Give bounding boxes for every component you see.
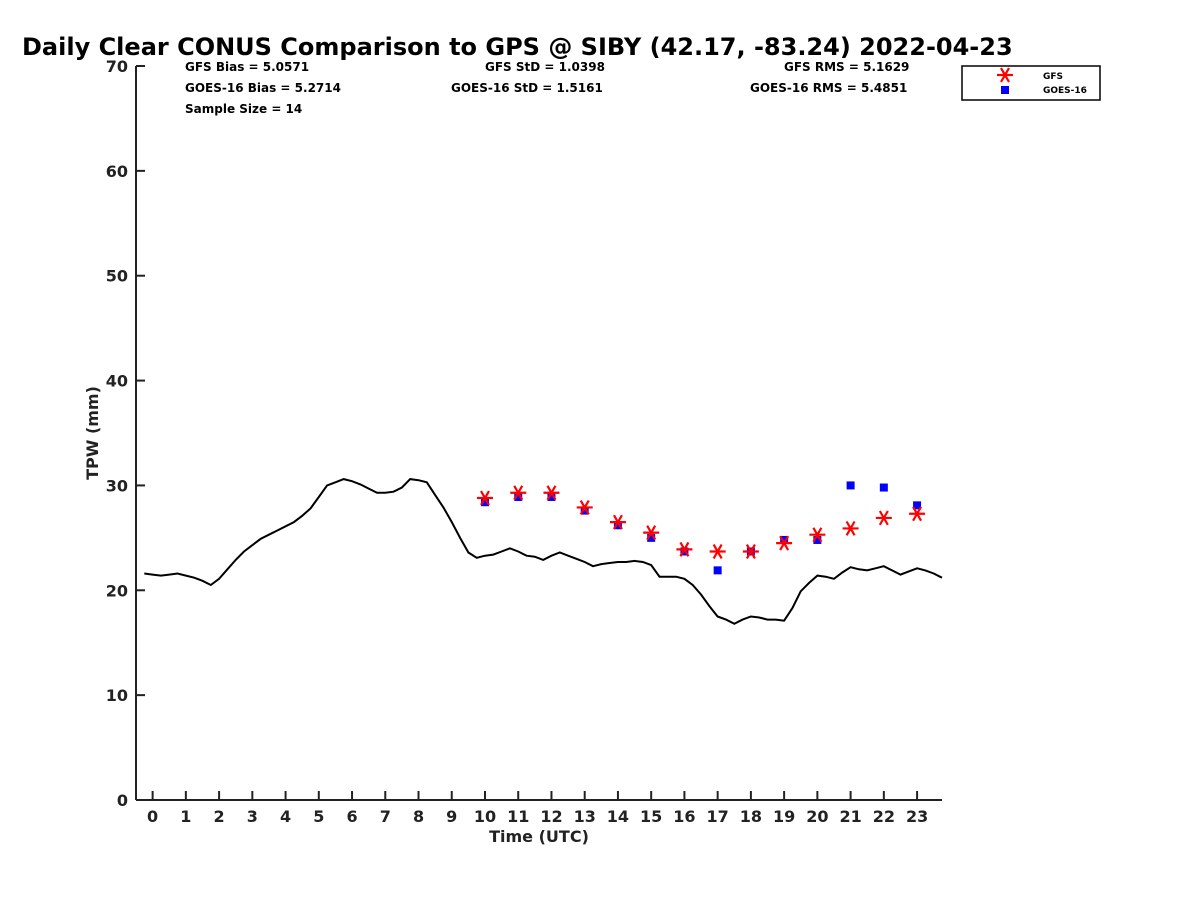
goes-16-point xyxy=(780,535,789,544)
y-ticks: 0 10 20 30 40 50 60 70 xyxy=(106,57,145,810)
gfs-point xyxy=(809,527,826,543)
legend-goes-label: GOES-16 xyxy=(1043,86,1087,96)
legend-goes-marker xyxy=(1001,86,1009,94)
legend-box xyxy=(961,65,1101,101)
x-tick-label: 2 xyxy=(214,807,225,826)
gfs-point xyxy=(842,520,859,536)
x-tick-label: 13 xyxy=(574,807,596,826)
goes-16-point xyxy=(580,506,589,515)
goes-16-point xyxy=(879,483,888,492)
gfs-std-text: GFS StD = 1.0398 xyxy=(485,60,605,74)
x-ticks: 0 1 2 3 4 5 6 7 8 9 10 11 12 13 14 15 16 17 18 19 20 21 22 23 xyxy=(147,791,928,826)
x-tick-label: 7 xyxy=(380,807,391,826)
x-tick-label: 5 xyxy=(313,807,324,826)
chart-title: Daily Clear CONUS Comparison to GPS @ SI… xyxy=(22,33,1013,61)
gfs-rms-text: GFS RMS = 5.1629 xyxy=(784,60,909,74)
x-tick-label: 8 xyxy=(413,807,424,826)
legend: GFS GOES-16 xyxy=(961,65,1101,101)
goes-16-point xyxy=(480,498,489,507)
y-tick-label: 60 xyxy=(106,162,128,181)
gfs-point xyxy=(643,525,660,541)
x-tick-label: 10 xyxy=(474,807,496,826)
axes xyxy=(135,66,942,801)
x-tick-label: 1 xyxy=(180,807,191,826)
x-tick-label: 19 xyxy=(773,807,795,826)
y-tick-label: 10 xyxy=(106,686,128,705)
goes-16-point xyxy=(846,481,855,490)
gfs-point xyxy=(676,541,693,557)
sample-size-text: Sample Size = 14 xyxy=(185,102,302,116)
gfs-series xyxy=(476,485,926,559)
gfs-point xyxy=(576,499,593,515)
x-tick-label: 16 xyxy=(673,807,695,826)
gfs-point xyxy=(875,510,892,526)
goes-16-point xyxy=(713,566,722,575)
x-tick-label: 4 xyxy=(280,807,291,826)
goes-16-point xyxy=(613,521,622,530)
x-tick-label: 6 xyxy=(346,807,357,826)
x-tick-label: 23 xyxy=(906,807,928,826)
gfs-point xyxy=(609,514,626,530)
goes-std-text: GOES-16 StD = 1.5161 xyxy=(451,81,603,95)
goes-16-point xyxy=(913,501,922,510)
x-axis-label: Time (UTC) xyxy=(489,827,589,846)
x-tick-label: 12 xyxy=(540,807,562,826)
gfs-point xyxy=(510,485,527,501)
gfs-point xyxy=(776,535,793,551)
goes-rms-text: GOES-16 RMS = 5.4851 xyxy=(750,81,907,95)
gfs-point xyxy=(543,485,560,501)
x-tick-label: 22 xyxy=(873,807,895,826)
x-tick-label: 17 xyxy=(707,807,729,826)
legend-gfs-label: GFS xyxy=(1043,72,1063,82)
x-tick-label: 9 xyxy=(446,807,457,826)
gfs-point xyxy=(476,490,493,506)
x-tick-label: 21 xyxy=(839,807,861,826)
goes-16-point xyxy=(813,535,822,544)
gfs-point xyxy=(909,506,926,522)
x-tick-label: 3 xyxy=(247,807,258,826)
gfs-point xyxy=(709,544,726,559)
gps-line-series xyxy=(144,478,943,625)
x-tick-label: 15 xyxy=(640,807,662,826)
goes-16-point xyxy=(647,533,656,542)
y-tick-label: 30 xyxy=(106,476,128,495)
x-tick-label: 11 xyxy=(507,807,529,826)
x-tick-label: 20 xyxy=(806,807,828,826)
y-axis-label: TPW (mm) xyxy=(83,386,102,480)
legend-gfs-asterisk xyxy=(997,67,1013,83)
gfs-bias-text: GFS Bias = 5.0571 xyxy=(185,60,309,74)
y-tick-label: 70 xyxy=(106,57,128,76)
legend-gfs-marker xyxy=(997,67,1013,83)
x-tick-label: 18 xyxy=(740,807,762,826)
y-tick-label: 20 xyxy=(106,581,128,600)
x-tick-label: 14 xyxy=(607,807,629,826)
y-tick-label: 40 xyxy=(106,372,128,391)
y-tick-label: 50 xyxy=(106,267,128,286)
goes-16-point xyxy=(547,492,556,501)
goes-bias-text: GOES-16 Bias = 5.2714 xyxy=(185,81,341,95)
gfs-point xyxy=(742,544,759,559)
gps-line xyxy=(144,478,943,625)
x-tick-label: 0 xyxy=(147,807,158,826)
y-tick-label: 0 xyxy=(117,791,128,810)
goes-16-point xyxy=(514,492,523,501)
